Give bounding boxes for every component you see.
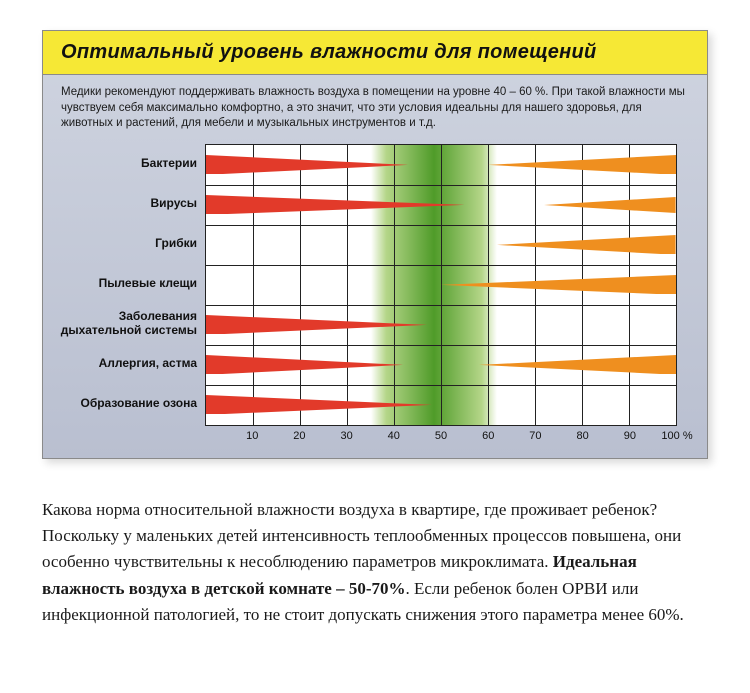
risk-wedge xyxy=(488,155,676,175)
title-band: Оптимальный уровень влажности для помеще… xyxy=(43,31,707,75)
row-labels: БактерииВирусыГрибкиПылевые клещиЗаболев… xyxy=(55,144,205,426)
grid-line-horizontal xyxy=(206,385,676,386)
row-label: Вирусы xyxy=(55,184,205,224)
row-label: Заболевания дыхательной системы xyxy=(55,304,205,344)
x-axis-ticks: 102030405060708090100 % xyxy=(205,426,677,442)
x-tick-label: 10 xyxy=(229,426,276,442)
grid-line-vertical xyxy=(347,145,348,425)
panel-title: Оптимальный уровень влажности для помеще… xyxy=(61,41,689,64)
grid-line-vertical xyxy=(300,145,301,425)
row-label: Грибки xyxy=(55,224,205,264)
grid-line-horizontal xyxy=(206,185,676,186)
x-tick-label: 50 xyxy=(417,426,464,442)
risk-wedge xyxy=(206,355,403,375)
caption-paragraph: Какова норма относительной влажности воз… xyxy=(0,479,750,655)
x-tick-label: 90 xyxy=(606,426,653,442)
humidity-panel: Оптимальный уровень влажности для помеще… xyxy=(42,30,708,459)
panel-intro: Медики рекомендуют поддерживать влажност… xyxy=(43,75,707,140)
grid-line-vertical xyxy=(394,145,395,425)
risk-wedge xyxy=(497,235,676,255)
chart-plot xyxy=(205,144,677,426)
x-tick-label: 100 % xyxy=(653,426,700,442)
risk-wedge xyxy=(206,395,432,415)
risk-wedge xyxy=(206,195,465,215)
row-label: Пылевые клещи xyxy=(55,264,205,304)
row-label: Бактерии xyxy=(55,144,205,184)
risk-wedge xyxy=(479,355,676,375)
risk-wedge xyxy=(206,315,427,335)
risk-wedge xyxy=(544,197,676,213)
risk-wedge xyxy=(441,275,676,295)
figure-wrap: Оптимальный уровень влажности для помеще… xyxy=(0,0,750,479)
x-tick-label: 30 xyxy=(323,426,370,442)
grid-line-horizontal xyxy=(206,305,676,306)
risk-wedge xyxy=(206,155,408,175)
grid-line-vertical xyxy=(253,145,254,425)
x-tick-label: 20 xyxy=(276,426,323,442)
x-tick-label: 40 xyxy=(370,426,417,442)
grid-line-horizontal xyxy=(206,265,676,266)
row-label: Аллергия, астма xyxy=(55,344,205,384)
x-tick-label: 80 xyxy=(559,426,606,442)
grid-line-horizontal xyxy=(206,225,676,226)
grid-line-horizontal xyxy=(206,345,676,346)
chart-area: БактерииВирусыГрибкиПылевые клещиЗаболев… xyxy=(43,140,707,458)
x-tick-label: 60 xyxy=(465,426,512,442)
row-label: Образование озона xyxy=(55,384,205,424)
x-tick-label: 70 xyxy=(512,426,559,442)
